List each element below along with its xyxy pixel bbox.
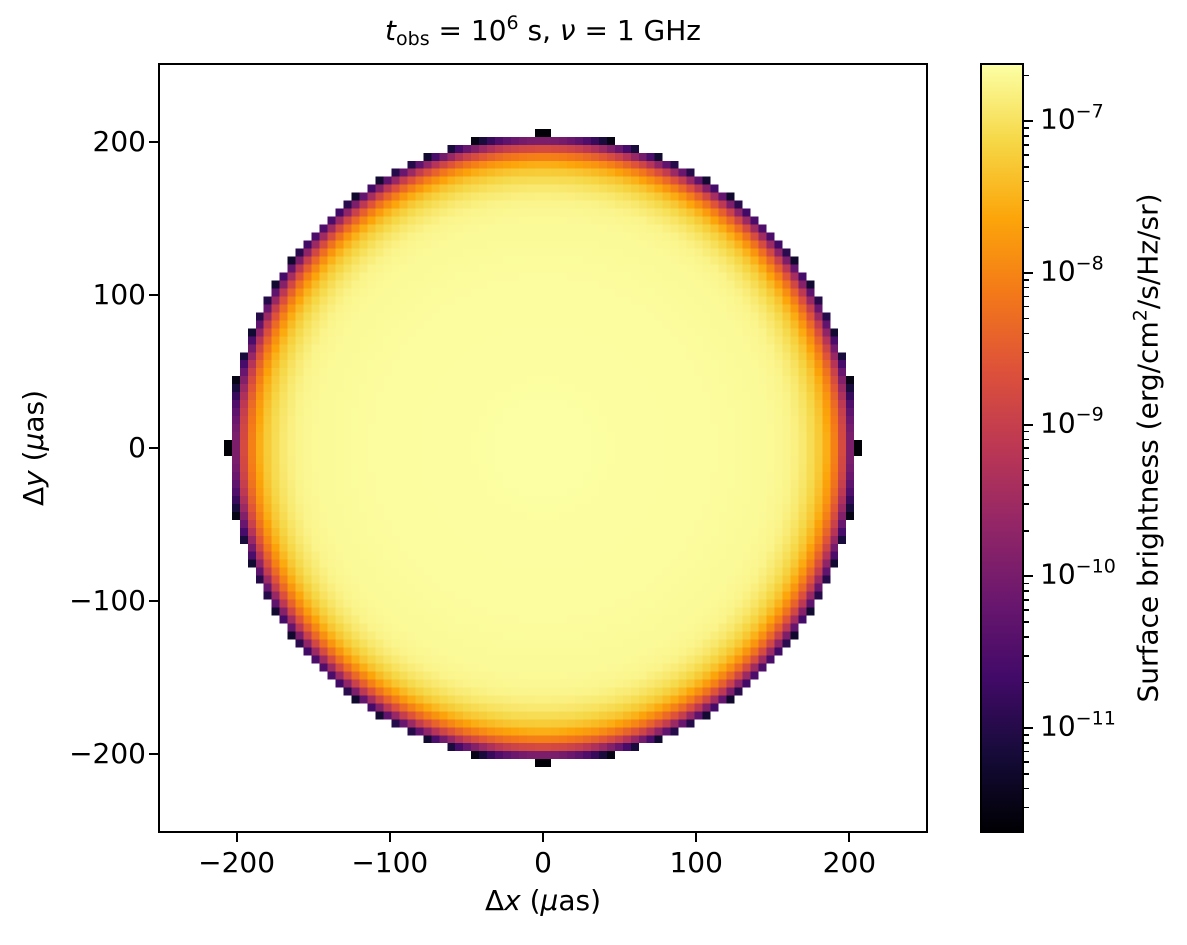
colorbar-gradient — [982, 65, 1022, 831]
colorbar-minor-tick — [1024, 199, 1029, 202]
y-tick — [149, 140, 158, 143]
y-tick-label: −100 — [69, 584, 146, 618]
colorbar-minor-tick — [1024, 127, 1029, 129]
x-tick-label: −100 — [351, 846, 429, 879]
colorbar-minor-tick — [1024, 503, 1029, 505]
colorbar-minor-tick — [1024, 74, 1029, 77]
colorbar-major-tick — [1024, 727, 1033, 730]
colorbar-minor-tick — [1024, 599, 1029, 601]
colorbar-tick-label: 10−8 — [1040, 252, 1104, 288]
colorbar-minor-tick — [1024, 773, 1029, 775]
colorbar-major-tick — [1024, 423, 1033, 426]
colorbar-minor-tick — [1024, 144, 1029, 146]
colorbar-minor-tick — [1024, 305, 1029, 308]
colorbar-minor-tick — [1024, 286, 1029, 289]
colorbar-minor-tick — [1024, 279, 1029, 281]
colorbar-tick-label: 10−11 — [1040, 707, 1116, 743]
colorbar-minor-tick — [1024, 787, 1029, 790]
x-tick-label: −200 — [198, 846, 276, 879]
colorbar-minor-tick — [1024, 180, 1029, 183]
colorbar-minor-tick — [1024, 636, 1029, 638]
colorbar-major-tick — [1024, 120, 1033, 123]
colorbar-tick-label: 10−9 — [1040, 403, 1104, 440]
colorbar-minor-tick — [1024, 590, 1029, 592]
plot-title: tobs = 106 s, ν = 1 GHz — [385, 11, 701, 50]
colorbar-minor-tick — [1024, 226, 1029, 229]
colorbar-minor-tick — [1024, 582, 1029, 585]
colorbar-minor-tick — [1024, 609, 1029, 611]
x-tick — [542, 833, 544, 842]
x-tick — [388, 833, 391, 842]
colorbar — [980, 63, 1024, 833]
x-tick-label: 100 — [669, 846, 723, 879]
y-axis-label-text: Δy (μas) — [17, 389, 50, 507]
colorbar-minor-tick — [1024, 447, 1029, 449]
x-tick-label: 200 — [822, 846, 877, 879]
colorbar-minor-tick — [1024, 457, 1029, 460]
colorbar-minor-tick — [1024, 530, 1029, 532]
colorbar-minor-tick — [1024, 295, 1029, 298]
x-tick — [848, 833, 851, 842]
colorbar-minor-tick — [1024, 135, 1029, 137]
y-tick-label: 0 — [128, 431, 146, 464]
colorbar-minor-tick — [1024, 484, 1029, 486]
colorbar-major-tick — [1024, 575, 1033, 578]
y-tick — [149, 753, 158, 756]
x-tick-label: 0 — [534, 846, 552, 879]
colorbar-minor-tick — [1024, 742, 1029, 744]
colorbar-minor-tick — [1024, 154, 1029, 156]
colorbar-minor-tick — [1024, 806, 1029, 809]
y-tick-label: 200 — [92, 124, 146, 158]
y-tick-label: 100 — [92, 277, 146, 311]
heatmap-image — [160, 65, 926, 831]
colorbar-minor-tick — [1024, 469, 1029, 472]
colorbar-minor-tick — [1024, 655, 1029, 657]
y-tick — [149, 447, 158, 449]
colorbar-tick-label: 10−7 — [1040, 100, 1104, 136]
colorbar-minor-tick — [1024, 351, 1029, 354]
colorbar-label-text: Surface brightness (erg/cm2/s/Hz/sr) — [1129, 193, 1165, 703]
y-tick — [149, 293, 158, 296]
colorbar-minor-tick — [1024, 681, 1029, 684]
colorbar-minor-tick — [1024, 621, 1029, 623]
colorbar-minor-tick — [1024, 378, 1029, 380]
colorbar-minor-tick — [1024, 317, 1029, 320]
y-tick — [149, 600, 158, 603]
x-axis-label: Δx (μas) — [484, 884, 602, 917]
colorbar-minor-tick — [1024, 734, 1029, 736]
x-tick — [695, 833, 698, 842]
y-tick-label: −200 — [69, 737, 146, 771]
colorbar-minor-tick — [1024, 750, 1029, 753]
colorbar-minor-tick — [1024, 438, 1029, 441]
colorbar-minor-tick — [1024, 761, 1029, 763]
colorbar-major-tick — [1024, 272, 1033, 274]
x-tick — [235, 833, 238, 842]
plot-area — [158, 63, 928, 833]
colorbar-minor-tick — [1024, 166, 1029, 168]
colorbar-minor-tick — [1024, 332, 1029, 335]
colorbar-minor-tick — [1024, 430, 1029, 433]
colorbar-tick-label: 10−10 — [1040, 555, 1116, 591]
